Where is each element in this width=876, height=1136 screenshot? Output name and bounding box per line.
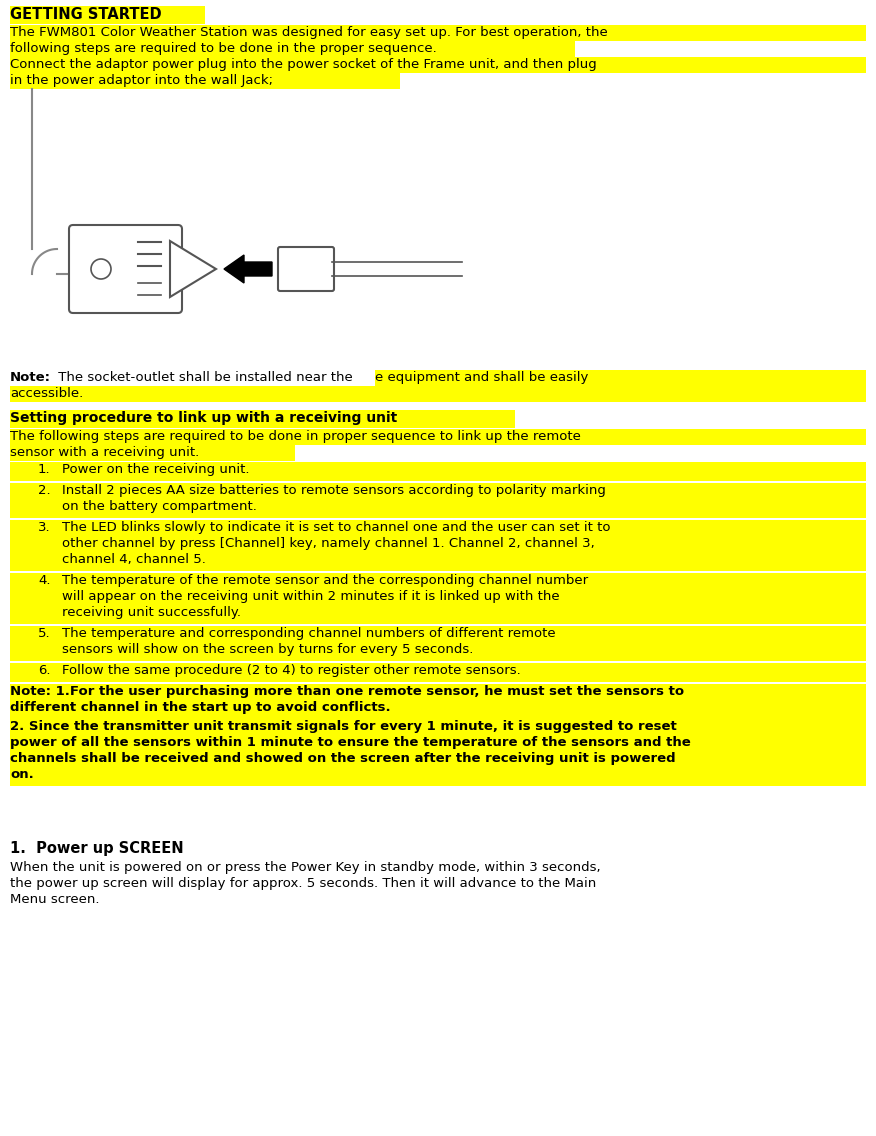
Text: Install 2 pieces AA size batteries to remote sensors according to polarity marki: Install 2 pieces AA size batteries to re…	[62, 484, 606, 498]
Text: the power up screen will display for approx. 5 seconds. Then it will advance to : the power up screen will display for app…	[10, 877, 597, 889]
Text: Connect the adaptor power plug into the power socket of the Frame unit, and then: Connect the adaptor power plug into the …	[10, 58, 597, 70]
Text: 3.: 3.	[38, 521, 51, 534]
Bar	[10, 41, 575, 57]
Text: receiving unit successfully.: receiving unit successfully.	[62, 605, 241, 619]
Bar	[10, 626, 866, 661]
Text: 5.: 5.	[38, 627, 51, 640]
Text: Follow the same procedure (2 to 4) to register other remote sensors.: Follow the same procedure (2 to 4) to re…	[62, 665, 520, 677]
Text: When the unit is powered on or press the Power Key in standby mode, within 3 sec: When the unit is powered on or press the…	[10, 861, 601, 874]
Text: 2.: 2.	[38, 484, 51, 498]
Text: Note: 1.For the user purchasing more than one remote sensor, he must set the sen: Note: 1.For the user purchasing more tha…	[10, 685, 684, 698]
Text: other channel by press [Channel] key, namely channel 1. Channel 2, channel 3,: other channel by press [Channel] key, na…	[62, 537, 595, 550]
Text: sensors will show on the screen by turns for every 5 seconds.: sensors will show on the screen by turns…	[62, 643, 473, 655]
Text: channels shall be received and showed on the screen after the receiving unit is : channels shall be received and showed on…	[10, 752, 675, 765]
Text: power of all the sensors within 1 minute to ensure the temperature of the sensor: power of all the sensors within 1 minute…	[10, 736, 691, 749]
Polygon shape	[224, 254, 272, 283]
Text: 1.  Power up SCREEN: 1. Power up SCREEN	[10, 841, 184, 857]
Polygon shape	[170, 241, 216, 296]
Text: 4.: 4.	[38, 574, 51, 587]
Text: The LED blinks slowly to indicate it is set to channel one and the user can set : The LED blinks slowly to indicate it is …	[62, 521, 611, 534]
Bar	[10, 73, 400, 89]
Bar	[10, 520, 866, 571]
Bar	[10, 370, 375, 386]
Bar	[10, 663, 866, 682]
Bar	[10, 370, 866, 402]
Text: on.: on.	[10, 768, 34, 782]
Bar	[10, 445, 295, 461]
Text: The temperature of the remote sensor and the corresponding channel number: The temperature of the remote sensor and…	[62, 574, 588, 587]
Text: Menu screen.: Menu screen.	[10, 893, 100, 907]
Text: will appear on the receiving unit within 2 minutes if it is linked up with the: will appear on the receiving unit within…	[62, 590, 560, 603]
Bar	[10, 57, 866, 73]
Bar	[10, 483, 866, 518]
Text: sensor with a receiving unit.: sensor with a receiving unit.	[10, 446, 199, 459]
Bar	[10, 410, 515, 428]
Text: Note:: Note:	[10, 371, 51, 384]
Text: channel 4, channel 5.: channel 4, channel 5.	[62, 553, 206, 566]
Bar	[10, 429, 866, 445]
Text: GETTING STARTED: GETTING STARTED	[10, 7, 162, 22]
Text: 6.: 6.	[38, 665, 51, 677]
Text: Power on the receiving unit.: Power on the receiving unit.	[62, 463, 250, 476]
Text: The following steps are required to be done in proper sequence to link up the re: The following steps are required to be d…	[10, 431, 581, 443]
Text: on the battery compartment.: on the battery compartment.	[62, 500, 257, 513]
Text: e equipment and shall be easily: e equipment and shall be easily	[375, 371, 589, 384]
Circle shape	[91, 259, 111, 279]
Text: 1.: 1.	[38, 463, 51, 476]
FancyBboxPatch shape	[278, 247, 334, 291]
Text: Setting procedure to link up with a receiving unit: Setting procedure to link up with a rece…	[10, 411, 397, 425]
Text: following steps are required to be done in the proper sequence.: following steps are required to be done …	[10, 42, 437, 55]
Bar	[10, 6, 205, 24]
Text: The socket-outlet shall be installed near the: The socket-outlet shall be installed nea…	[54, 371, 353, 384]
Text: The FWM801 Color Weather Station was designed for easy set up. For best operatio: The FWM801 Color Weather Station was des…	[10, 26, 608, 39]
Text: in the power adaptor into the wall Jack;: in the power adaptor into the wall Jack;	[10, 74, 273, 87]
Text: accessible.: accessible.	[10, 387, 83, 400]
Text: 2. Since the transmitter unit transmit signals for every 1 minute, it is suggest: 2. Since the transmitter unit transmit s…	[10, 720, 677, 733]
Text: different channel in the start up to avoid conflicts.: different channel in the start up to avo…	[10, 701, 391, 715]
FancyBboxPatch shape	[69, 225, 182, 314]
Bar	[10, 573, 866, 624]
Bar	[10, 462, 866, 481]
Bar	[10, 684, 866, 719]
Bar	[10, 719, 866, 786]
Text: The temperature and corresponding channel numbers of different remote: The temperature and corresponding channe…	[62, 627, 555, 640]
Bar	[10, 25, 866, 41]
